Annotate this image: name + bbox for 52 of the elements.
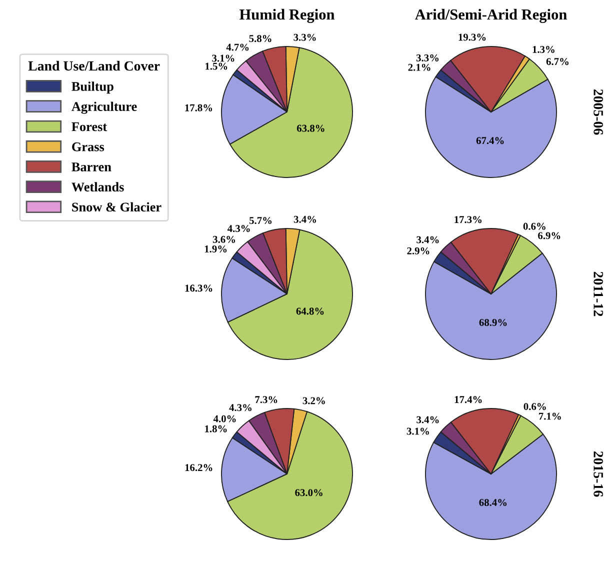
data-label: 6.9% [538, 232, 560, 240]
data-label: 4.0% [213, 415, 236, 422]
legend-label: Snow & Glacier [72, 202, 162, 212]
data-label: 5.7% [249, 216, 272, 224]
legend-title: Land Use/Land Cover [28, 60, 160, 71]
data-label: 16.3% [185, 284, 212, 292]
data-label: 3.6% [212, 236, 236, 243]
data-label: 2.1% [408, 64, 430, 71]
data-label: 17.8% [185, 104, 212, 112]
legend-label: Grass [72, 142, 104, 152]
data-label: 3.1% [212, 54, 234, 62]
data-label: 17.3% [454, 216, 482, 224]
data-label: 19.3% [458, 34, 486, 41]
data-label: 68.4% [479, 498, 507, 506]
data-label: 3.3% [416, 54, 439, 62]
data-label: 4.7% [226, 44, 249, 51]
data-label: 3.4% [294, 216, 316, 223]
data-label: 16.2% [185, 464, 212, 472]
legend-label: Forest [72, 122, 108, 132]
data-label: 3.2% [302, 397, 325, 404]
data-label: 64.8% [296, 308, 324, 315]
legend-label: Builtup [72, 82, 114, 94]
data-label: 0.6% [524, 403, 546, 410]
data-label: 68.9% [479, 318, 507, 326]
legend-label: Wetlands [72, 182, 124, 192]
data-label: 4.3% [227, 225, 250, 232]
data-label: 1.9% [204, 245, 227, 253]
data-label: 1.3% [532, 46, 554, 53]
data-label: 1.8% [205, 425, 227, 432]
data-label: 2.9% [407, 247, 430, 254]
data-label: 7.1% [539, 412, 561, 420]
data-label: 1.5% [206, 62, 228, 70]
legend-label: Barren [72, 162, 112, 172]
data-label: 5.8% [249, 35, 272, 42]
text: 2005-06 [594, 89, 604, 135]
data-label: 67.4% [476, 137, 504, 144]
data-label: 3.4% [416, 236, 439, 244]
data-label: 7.3% [255, 396, 278, 404]
legend-label: Agriculture [72, 102, 137, 114]
data-label: 63.8% [296, 124, 324, 132]
data-label: 3.3% [294, 34, 316, 41]
data-label: 3.4% [416, 416, 439, 424]
data-label: 0.6% [523, 222, 546, 230]
text: 2015-16 [594, 451, 604, 497]
data-label: 4.3% [229, 404, 252, 412]
data-label: 3.1% [406, 428, 429, 435]
chart-title: Arid/Semi-Arid Region [414, 8, 567, 23]
chart-title: Humid Region [240, 8, 335, 23]
data-label: 17.4% [454, 396, 482, 404]
text: 2011-12 [594, 272, 604, 316]
data-label: 6.7% [546, 58, 568, 66]
data-label: 63.0% [295, 489, 322, 496]
